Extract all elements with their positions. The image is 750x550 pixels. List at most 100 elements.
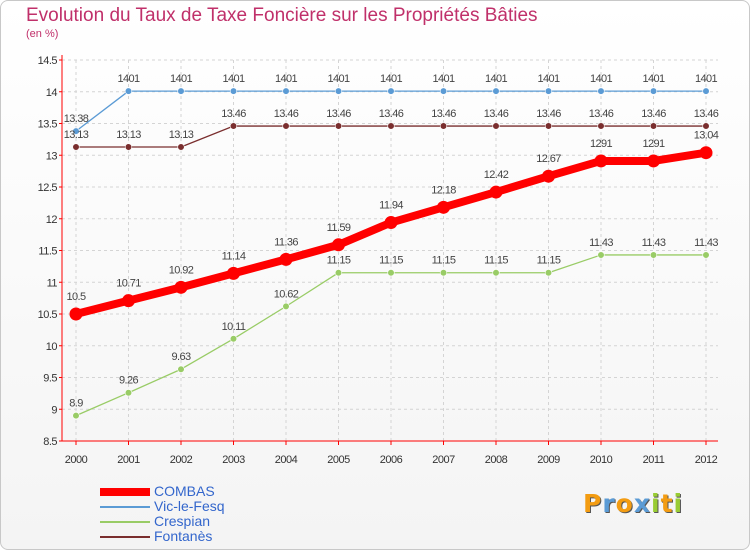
logo-letter: o: [615, 489, 634, 518]
data-label: 13.04: [694, 130, 719, 142]
data-point: [229, 122, 238, 130]
data-label: 11.43: [694, 237, 718, 249]
data-point: [384, 216, 398, 230]
data-point: [649, 251, 658, 259]
data-point: [177, 365, 185, 373]
data-label: 1401: [275, 73, 298, 85]
y-tick-label: 12.5: [38, 182, 58, 194]
data-label: 11.59: [327, 222, 351, 234]
data-point: [437, 200, 450, 214]
data-point: [282, 302, 290, 310]
logo-letter: r: [602, 489, 616, 518]
data-point: [72, 412, 80, 420]
data-label: 13.46: [589, 108, 614, 120]
legend-item: Fontanès: [100, 529, 225, 544]
data-point: [702, 251, 710, 259]
data-point: [334, 122, 343, 130]
data-label: 8.9: [69, 398, 83, 410]
x-tick-label: 2011: [643, 454, 665, 466]
data-point: [227, 266, 240, 280]
data-point: [122, 294, 135, 308]
data-point: [229, 335, 238, 343]
data-point: [492, 87, 500, 95]
y-tick-label: 8.5: [43, 436, 57, 448]
data-label: 11.15: [432, 255, 456, 267]
x-tick-label: 2005: [327, 454, 350, 466]
data-label: 1401: [380, 73, 403, 85]
legend-item: Vic-le-Fesq: [100, 499, 225, 514]
data-point: [597, 122, 605, 130]
data-label: 1401: [222, 73, 245, 85]
data-point: [124, 389, 133, 397]
data-label: 1291: [642, 138, 665, 150]
data-point: [124, 87, 133, 95]
x-tick-label: 2006: [380, 454, 403, 466]
data-point: [282, 122, 290, 130]
data-label: 1401: [695, 73, 718, 85]
data-point: [544, 87, 553, 95]
data-point: [594, 154, 608, 168]
data-label: 13.46: [326, 108, 351, 120]
x-tick-label: 2009: [537, 454, 560, 466]
data-label: 11.43: [589, 237, 613, 249]
data-point: [702, 122, 710, 130]
data-label: 10.62: [274, 288, 299, 300]
data-label: 13.46: [536, 108, 561, 120]
data-label: 10.11: [222, 321, 246, 333]
x-tick-label: 2010: [590, 454, 613, 466]
data-point: [177, 87, 185, 95]
data-point: [702, 87, 710, 95]
data-point: [649, 87, 658, 95]
data-label: 1401: [485, 73, 508, 85]
data-point: [124, 143, 133, 151]
data-label: 11.15: [537, 255, 561, 267]
logo-letter: i: [651, 489, 661, 518]
data-point: [699, 146, 713, 160]
legend-item: Crespian: [100, 514, 225, 529]
data-label: 9.26: [119, 375, 138, 387]
data-point: [332, 238, 345, 252]
logo-letter: P: [583, 489, 603, 518]
data-point: [597, 87, 605, 95]
data-label: 13.38: [64, 113, 89, 125]
data-label: 13.13: [169, 129, 194, 141]
y-tick-label: 10.5: [38, 309, 58, 321]
data-label: 10.71: [116, 278, 141, 290]
data-label: 1401: [117, 73, 140, 85]
data-point: [387, 269, 395, 277]
y-tick-label: 9: [51, 404, 57, 416]
legend-label: Fontanès: [154, 528, 213, 544]
data-label: 1291: [590, 138, 613, 150]
data-point: [279, 252, 293, 266]
data-point: [69, 307, 83, 321]
data-point: [334, 87, 343, 95]
logo-letter: x: [633, 489, 651, 518]
logo-letter: i: [673, 489, 684, 518]
y-tick-label: 10: [46, 341, 58, 353]
data-point: [177, 143, 185, 151]
data-label: 12.67: [536, 153, 561, 165]
data-label: 11.94: [379, 200, 403, 212]
x-tick-label: 2003: [222, 454, 245, 466]
data-label: 11.43: [642, 237, 666, 249]
y-tick-label: 11.5: [38, 246, 57, 258]
data-label: 12.18: [431, 184, 456, 196]
data-point: [439, 122, 448, 130]
data-label: 1401: [642, 73, 665, 85]
data-label: 1401: [590, 73, 613, 85]
proxiti-logo: Proxiti: [583, 489, 683, 518]
data-label: 10.92: [169, 264, 194, 276]
data-label: 11.36: [274, 236, 298, 248]
y-tick-label: 14.5: [38, 55, 58, 67]
data-point: [72, 143, 80, 151]
data-point: [387, 87, 395, 95]
x-tick-label: 2012: [695, 454, 718, 466]
data-point: [387, 122, 395, 130]
data-label: 1401: [537, 73, 560, 85]
x-tick-label: 2001: [117, 454, 140, 466]
legend: COMBAS Vic-le-Fesq Crespian Fontanès: [100, 484, 225, 544]
data-point: [334, 269, 343, 277]
legend-item: COMBAS: [100, 484, 225, 499]
data-label: 11.15: [327, 255, 351, 267]
